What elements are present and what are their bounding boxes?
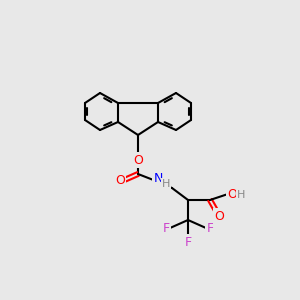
Text: O: O — [115, 175, 125, 188]
Text: F: F — [162, 221, 169, 235]
Text: F: F — [206, 221, 214, 235]
Text: H: H — [237, 190, 245, 200]
Text: H: H — [162, 179, 170, 189]
Text: O: O — [227, 188, 237, 200]
Text: O: O — [214, 209, 224, 223]
Text: F: F — [184, 236, 192, 248]
Text: O: O — [133, 154, 143, 166]
Text: N: N — [153, 172, 163, 185]
